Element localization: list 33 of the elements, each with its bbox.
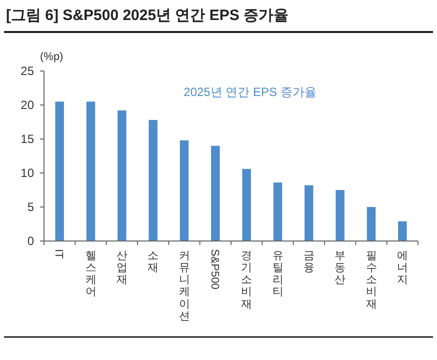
bar xyxy=(366,207,376,241)
x-tick-label: 경기소비재 xyxy=(241,250,252,310)
y-axis-title: (%p) xyxy=(40,51,64,63)
x-tick-label: 소재 xyxy=(148,250,159,274)
x-tick-label: 산업재 xyxy=(116,250,128,286)
bar xyxy=(211,146,220,241)
chart-title: [그림 6] S&P500 2025년 연간 EPS 증가율 xyxy=(6,7,289,24)
x-tick-label: S&P500 xyxy=(208,249,221,290)
bar xyxy=(304,185,314,241)
bar xyxy=(118,110,126,241)
y-tick-label: 5 xyxy=(27,200,34,214)
y-tick-label: 25 xyxy=(20,64,34,78)
bar xyxy=(273,182,282,241)
bar xyxy=(398,221,407,241)
bar xyxy=(336,190,344,241)
x-tick-label: 커뮤니케이션 xyxy=(178,250,190,322)
x-tick-label: 부동산 xyxy=(334,250,346,286)
y-tick-label: 20 xyxy=(20,98,34,112)
y-tick-label: 10 xyxy=(20,166,34,180)
y-tick-label: 15 xyxy=(20,132,34,146)
x-tick-label: 필수소비재 xyxy=(366,250,377,310)
x-tick-label: IT xyxy=(52,249,65,260)
bar xyxy=(242,168,251,241)
bar xyxy=(148,120,158,241)
x-tick-label: 에너지 xyxy=(396,250,408,286)
x-tick-label: 헬스케어 xyxy=(85,250,96,298)
y-tick-label: 0 xyxy=(27,234,34,248)
bar xyxy=(180,140,189,241)
bar xyxy=(55,102,64,241)
text: 2025년 연간 EPS 증가율 xyxy=(184,85,316,99)
x-tick-label: 금융 xyxy=(303,250,314,274)
x-tick-label: 유틸리티 xyxy=(272,250,284,298)
bar xyxy=(86,102,96,241)
